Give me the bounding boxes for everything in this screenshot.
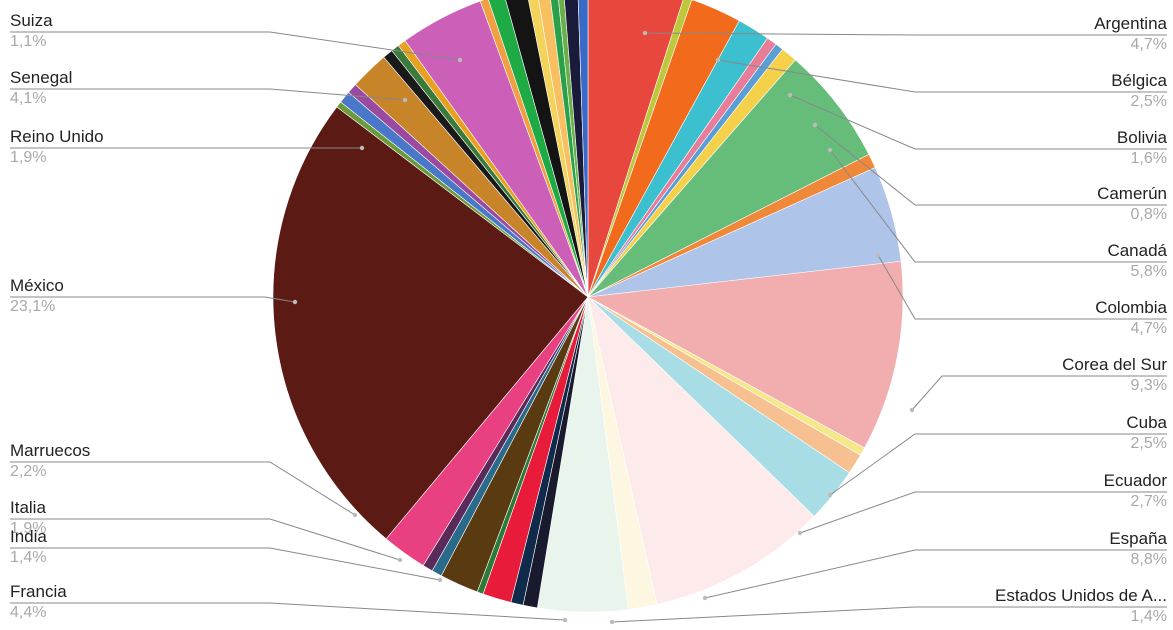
slice-label-value: 4,7% bbox=[1131, 320, 1167, 337]
slice-label-name: Ecuador bbox=[1104, 471, 1168, 490]
leader-line bbox=[10, 461, 356, 516]
slice-label-name: Cuba bbox=[1126, 413, 1167, 432]
leader-line bbox=[10, 518, 401, 561]
pie-slice-36 bbox=[505, 0, 589, 298]
slice-label-value: 9,3% bbox=[1131, 377, 1167, 394]
leader-dot bbox=[827, 147, 833, 153]
slice-label-name: Camerún bbox=[1097, 184, 1167, 203]
leader-dot bbox=[359, 145, 365, 151]
leader-dot bbox=[715, 57, 721, 63]
leader-line bbox=[829, 433, 1167, 496]
pie-slice-14 bbox=[587, 296, 815, 605]
leader-dot bbox=[437, 577, 443, 583]
slice-label-value: 1,9% bbox=[10, 520, 46, 537]
leader-dot bbox=[787, 92, 793, 98]
leader-line bbox=[10, 296, 296, 303]
leader-dot bbox=[402, 97, 408, 103]
leader-dot bbox=[292, 299, 298, 305]
leader-line bbox=[10, 31, 461, 61]
slice-label-value: 4,4% bbox=[10, 604, 46, 621]
leader-line bbox=[10, 88, 406, 101]
leader-line bbox=[717, 59, 1167, 93]
leader-dot bbox=[797, 530, 803, 536]
slice-label-name: Italia bbox=[10, 498, 46, 517]
slice-label-value: 2,2% bbox=[10, 463, 46, 480]
slice-label-value: 2,7% bbox=[1131, 493, 1167, 510]
leader-dot bbox=[827, 492, 833, 498]
leader-line bbox=[911, 375, 1167, 411]
leader-dot bbox=[397, 557, 403, 563]
slice-label-name: Estados Unidos de A... bbox=[995, 586, 1167, 605]
pie-slices bbox=[272, 0, 904, 613]
pie-slice-40 bbox=[558, 0, 589, 298]
slice-label-name: Corea del Sur bbox=[1062, 355, 1167, 374]
slice-label-name: España bbox=[1109, 529, 1167, 548]
pie-slice-38 bbox=[538, 0, 589, 298]
leader-dot bbox=[909, 407, 915, 413]
leader-line bbox=[704, 549, 1167, 599]
pie-slice-34 bbox=[479, 0, 589, 298]
slice-label-value: 2,5% bbox=[1131, 435, 1167, 452]
leader-dot bbox=[875, 252, 881, 258]
pie-slice-37 bbox=[528, 0, 589, 298]
pie-slice-39 bbox=[550, 0, 589, 298]
pie-slice-25 bbox=[272, 106, 589, 540]
slice-label-value: 0,8% bbox=[1131, 206, 1167, 223]
slice-label-value: 8,8% bbox=[1131, 551, 1167, 568]
slice-label-value: 5,8% bbox=[1131, 263, 1167, 280]
leader-dot bbox=[352, 512, 358, 518]
slice-label-name: Canadá bbox=[1107, 241, 1167, 260]
pie-slice-41 bbox=[564, 0, 589, 298]
leader-line bbox=[799, 491, 1167, 534]
pie-slice-10 bbox=[587, 260, 904, 449]
slice-label-name: India bbox=[10, 527, 47, 546]
slice-label-name: México bbox=[10, 276, 64, 295]
pie-slice-42 bbox=[577, 0, 589, 298]
leader-dot bbox=[562, 617, 568, 623]
leader-dot bbox=[812, 122, 818, 128]
slice-label-value: 1,1% bbox=[10, 33, 46, 50]
leader-dot bbox=[609, 619, 615, 625]
pie-slice-35 bbox=[488, 0, 589, 298]
slice-label-value: 1,6% bbox=[1131, 150, 1167, 167]
leader-lines bbox=[10, 30, 1167, 625]
leader-line bbox=[10, 602, 566, 621]
leader-line bbox=[814, 124, 1167, 206]
leader-line bbox=[789, 94, 1167, 150]
slice-labels: Suiza 1,1% Senegal 4,1% Reino Unido 1,9% Méxic… bbox=[10, 11, 1168, 625]
leader-dot bbox=[702, 595, 708, 601]
slice-label-name: Bolivia bbox=[1117, 128, 1168, 147]
leader-line bbox=[611, 606, 1167, 623]
slice-label-name: Reino Unido bbox=[10, 127, 104, 146]
slice-label-value: 2,5% bbox=[1131, 93, 1167, 110]
slice-label-name: Bélgica bbox=[1111, 71, 1167, 90]
leader-dot bbox=[642, 30, 648, 36]
slice-label-name: Suiza bbox=[10, 11, 53, 30]
leader-line bbox=[877, 254, 1167, 320]
pie-slice-7 bbox=[587, 59, 870, 298]
slice-label-value: 1,9% bbox=[10, 149, 46, 166]
slice-label-name: Francia bbox=[10, 582, 67, 601]
leader-line bbox=[644, 32, 1167, 36]
slice-label-value: 4,7% bbox=[1131, 36, 1167, 53]
leader-dot bbox=[457, 57, 463, 63]
leader-line bbox=[10, 547, 441, 581]
slice-label-value: 1,4% bbox=[1131, 608, 1167, 625]
slice-label-name: Argentina bbox=[1094, 14, 1167, 33]
slice-label-value: 4,1% bbox=[10, 90, 46, 107]
slice-label-name: Marruecos bbox=[10, 441, 90, 460]
leader-line bbox=[829, 149, 1167, 263]
slice-label-name: Colombia bbox=[1095, 298, 1167, 317]
slice-label-value: 23,1% bbox=[10, 298, 55, 315]
slice-label-value: 1,4% bbox=[10, 549, 46, 566]
slice-label-name: Senegal bbox=[10, 68, 72, 87]
